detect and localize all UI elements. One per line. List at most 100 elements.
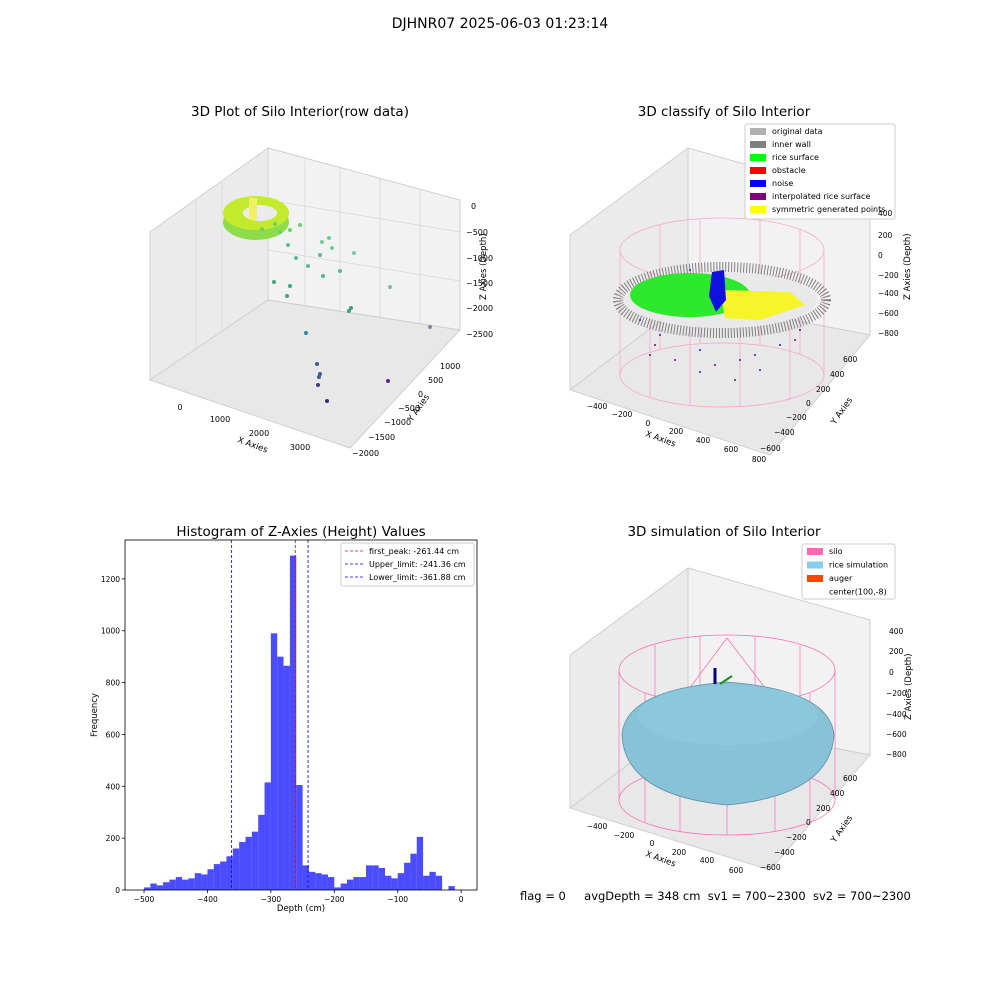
simulation-ytick: 200: [816, 804, 831, 813]
classify-scattered-noise: [639, 269, 801, 373]
histogram-bar: [391, 878, 398, 890]
simulation-ytick: 0: [806, 818, 811, 827]
raw-ytick: −1500: [368, 433, 395, 442]
histogram-bar: [359, 877, 367, 890]
histogram-bar: [150, 883, 157, 890]
classify-back-wall: [569, 147, 689, 392]
y-tick-label: 600: [106, 730, 121, 739]
histogram-bar: [423, 875, 430, 890]
histogram-bar: [302, 865, 309, 890]
y-tick-label: 1000: [101, 627, 120, 636]
x-tick-label: −100: [387, 895, 408, 904]
classify-purple-points: [654, 339, 796, 381]
raw-ytick: −2000: [352, 449, 379, 458]
classify-ytick: 200: [816, 385, 831, 394]
raw-xlabel: X Axies: [236, 435, 269, 455]
classify-ztick: −200: [878, 271, 899, 280]
legend-label: auger: [829, 574, 853, 583]
histogram-bar: [258, 814, 265, 890]
raw-ztick: −2000: [466, 304, 493, 313]
raw-z-ticks: 0 −500 −1000 −1500 −2000 −2500: [466, 202, 493, 339]
histogram-bar: [188, 878, 195, 890]
classify-xtick: 800: [752, 455, 767, 464]
histogram-bar: [296, 785, 303, 890]
histogram-bar: [226, 856, 233, 890]
legend-label: center(100,-8): [829, 588, 887, 597]
legend-swatch: [750, 167, 766, 174]
classify-zlabel: Z Axies (Depth): [903, 233, 913, 300]
simulation-ylabel: Y Axies: [829, 813, 856, 845]
histogram-bar: [410, 853, 417, 890]
legend-swatch: [807, 561, 823, 569]
raw-back-wall: [149, 147, 269, 381]
simulation-ztick: −600: [886, 730, 907, 739]
simulation-legend-box: [801, 543, 896, 600]
flag-value: flag = 0: [520, 889, 566, 903]
histogram-ylabel: Frequency: [90, 693, 100, 737]
histogram-bar: [321, 874, 328, 890]
histogram-bar: [169, 879, 176, 890]
simulation-xtick: 200: [672, 848, 687, 857]
histogram-xlabel: Depth (cm): [277, 904, 325, 914]
sv1-value: sv1 = 700~2300: [707, 889, 806, 903]
classify-xtick: 400: [696, 436, 711, 445]
classify-symmetric-points: [720, 290, 805, 320]
raw-scatter-points: [260, 222, 432, 403]
classify-ytick: 0: [806, 399, 811, 408]
legend-label: symmetric generated points: [772, 205, 885, 214]
raw-ytick: 0: [418, 390, 423, 399]
histogram-plot-frame: [124, 539, 478, 891]
raw-ytick: 1000: [440, 362, 460, 371]
simulation-legend-entries: silo rice simulation auger center(100,-8): [807, 547, 888, 597]
raw-ztick: −1500: [466, 279, 493, 288]
legend-label: Upper_limit: -241.36 cm: [369, 560, 466, 569]
histogram-bar: [404, 862, 411, 890]
simulation-xtick: −400: [587, 822, 608, 831]
histogram-bar: [270, 633, 278, 890]
histogram-bar: [346, 879, 354, 890]
status-line: flag = 0 avgDepth = 348 cm sv1 = 700~230…: [520, 889, 990, 903]
classify-right-wall: [687, 147, 871, 336]
raw-ylabel: Y Axies: [406, 392, 433, 424]
y-tick-label: 800: [106, 679, 121, 688]
x-tick-label: −400: [197, 895, 218, 904]
simulation-xlabel: X Axies: [644, 849, 677, 869]
simulation-xtick: −200: [614, 831, 635, 840]
simulation-ztick: −800: [886, 750, 907, 759]
legend-label: original data: [772, 127, 823, 136]
simulation-ztick: −200: [886, 689, 907, 698]
classify-z-ticks: 400 200 0 −200 −400 −600 −800: [878, 209, 899, 338]
classify-floor: [568, 299, 871, 456]
classify-y-ticks: 600 400 200 0 −200 −400 −600: [760, 355, 858, 453]
figure-title: DJHNR07 2025-06-03 01:23:14: [391, 16, 609, 32]
simulation-x-ticks: −400 −200 0 200 400 600: [587, 822, 744, 875]
legend-label: Lower_limit: -361.88 cm: [369, 573, 466, 582]
histogram-bar: [194, 873, 202, 890]
simulation-right-wall: [687, 567, 871, 756]
histogram-bar: [435, 875, 443, 890]
legend-swatch: [750, 141, 766, 148]
classify-panel-title: 3D classify of Silo Interior: [638, 104, 811, 120]
legend-swatch: [750, 154, 766, 161]
raw-surface-ring: [223, 196, 289, 240]
histogram-bar: [163, 882, 170, 890]
histogram-bar: [327, 877, 335, 890]
legend-swatch: [750, 128, 766, 135]
x-tick-label: −300: [261, 895, 282, 904]
raw-xtick: 3000: [290, 443, 310, 452]
classify-ztick: −600: [878, 309, 899, 318]
histogram-bar: [277, 656, 284, 890]
classify-legend: [744, 123, 896, 220]
raw-ytick: −1000: [384, 418, 411, 427]
histogram-reference-lines: [231, 540, 309, 890]
classify-ztick: −800: [878, 329, 899, 338]
raw-ztick: 0: [471, 202, 476, 211]
simulation-silo-wireframe: [618, 634, 836, 836]
histogram-bar: [340, 883, 347, 890]
histogram-bar: [308, 871, 316, 890]
legend-swatch: [750, 206, 766, 213]
simulation-ztick: 0: [889, 668, 894, 677]
classify-ytick: 600: [843, 355, 858, 364]
legend-label: inner wall: [772, 140, 811, 149]
